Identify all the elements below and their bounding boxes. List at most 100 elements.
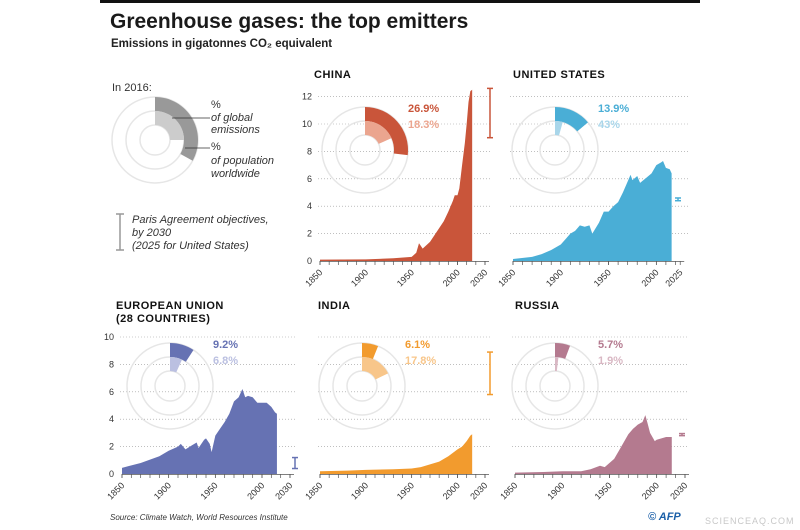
x-tick-label: 2000 bbox=[441, 267, 462, 288]
x-tick-label: 2000 bbox=[245, 480, 266, 501]
x-tick-label: 1900 bbox=[544, 267, 565, 288]
x-tick-label: 1850 bbox=[498, 480, 519, 501]
x-tick-label: 2000 bbox=[640, 480, 661, 501]
donut-ring bbox=[539, 134, 571, 166]
panel-title: RUSSIA bbox=[515, 300, 560, 312]
panel-india: INDIA 6.1% 17.8% 1850 1900 1950 2000 2030 bbox=[303, 300, 493, 502]
emissions-area bbox=[122, 389, 277, 474]
y-tick-label: 12 bbox=[302, 92, 312, 102]
emissions-pct-label: 9.2% bbox=[213, 339, 238, 351]
legend-emissions-pct: % bbox=[211, 99, 221, 111]
y-tick-label: 10 bbox=[104, 332, 114, 342]
population-pct-label: 43% bbox=[598, 119, 620, 131]
panels: CHINA 0 2 4 6 8 10 12 26.9% 18.3% 1850 1900 1950 2000… bbox=[104, 69, 689, 502]
population-wedge bbox=[555, 357, 559, 372]
x-tick-label: 2030 bbox=[273, 480, 294, 501]
population-wedge bbox=[555, 121, 563, 136]
page-title: Greenhouse gases: the top emitters bbox=[110, 10, 468, 33]
x-tick-label: 2000 bbox=[640, 267, 661, 288]
emissions-wedge bbox=[555, 343, 571, 359]
population-wedge bbox=[365, 121, 392, 144]
y-tick-label: 4 bbox=[109, 414, 114, 424]
panel-title: EUROPEAN UNION bbox=[116, 300, 224, 312]
population-wedge bbox=[170, 357, 183, 373]
donut-ring bbox=[154, 370, 186, 402]
panel-china: CHINA 0 2 4 6 8 10 12 26.9% 18.3% 1850 1900 1950 2000… bbox=[302, 69, 493, 289]
legend-population-pct: % bbox=[211, 141, 221, 153]
emissions-wedge bbox=[155, 97, 198, 161]
population-pct-label: 1.9% bbox=[598, 355, 623, 367]
x-tick-label: 2030 bbox=[468, 480, 489, 501]
legend-emissions-line2: emissions bbox=[211, 124, 260, 136]
y-tick-label: 10 bbox=[302, 119, 312, 129]
donut-ring bbox=[539, 370, 571, 402]
x-tick-label: 1950 bbox=[395, 480, 416, 501]
emissions-area bbox=[320, 89, 473, 261]
watermark: SCIENCEAQ.COM bbox=[705, 516, 795, 526]
x-tick-label: 1900 bbox=[545, 480, 566, 501]
panel-title: (28 COUNTRIES) bbox=[116, 313, 210, 325]
x-tick-label: 2025 bbox=[663, 267, 684, 288]
emissions-wedge bbox=[362, 343, 379, 360]
emissions-wedge bbox=[555, 107, 588, 132]
x-tick-label: 1900 bbox=[152, 480, 173, 501]
emissions-area bbox=[513, 160, 672, 261]
legend-emissions-line1: of global bbox=[211, 112, 253, 124]
source: Source: Climate Watch, World Resources I… bbox=[110, 513, 288, 522]
y-tick-label: 0 bbox=[307, 256, 312, 266]
panel-european-union: EUROPEAN UNION(28 COUNTRIES) 0 2 4 6 8 10 9.2% 6… bbox=[104, 300, 298, 502]
top-bar bbox=[100, 0, 700, 3]
x-tick-label: 2030 bbox=[468, 267, 489, 288]
population-pct-label: 6.8% bbox=[213, 355, 238, 367]
x-tick-label: 1950 bbox=[199, 480, 220, 501]
y-tick-label: 4 bbox=[307, 201, 312, 211]
y-tick-label: 8 bbox=[307, 146, 312, 156]
y-tick-label: 2 bbox=[109, 442, 114, 452]
x-tick-label: 1850 bbox=[496, 267, 517, 288]
legend-paris-line3: (2025 for United States) bbox=[132, 240, 249, 252]
x-tick-label: 1850 bbox=[303, 267, 324, 288]
x-tick-label: 1900 bbox=[349, 267, 370, 288]
emissions-wedge bbox=[170, 343, 194, 362]
donut-ring bbox=[139, 124, 171, 156]
panel-title: UNITED STATES bbox=[513, 69, 605, 81]
y-tick-label: 2 bbox=[307, 229, 312, 239]
subtitle: Emissions in gigatonnes CO₂ equivalent bbox=[111, 38, 332, 50]
panel-russia: RUSSIA 5.7% 1.9% 1850 1900 1950 2000 2030 bbox=[498, 300, 689, 502]
y-tick-label: 6 bbox=[307, 174, 312, 184]
emissions-pct-label: 6.1% bbox=[405, 339, 430, 351]
y-tick-label: 0 bbox=[109, 469, 114, 479]
x-tick-label: 1950 bbox=[592, 267, 613, 288]
legend: In 2016: % of global emissions % of popu… bbox=[111, 82, 274, 252]
panel-title: CHINA bbox=[314, 69, 351, 81]
emissions-area bbox=[515, 415, 672, 474]
x-tick-label: 1900 bbox=[349, 480, 370, 501]
population-wedge bbox=[362, 357, 389, 380]
x-tick-label: 1950 bbox=[593, 480, 614, 501]
panel-title: INDIA bbox=[318, 300, 350, 312]
x-tick-label: 1850 bbox=[303, 480, 324, 501]
legend-year: In 2016: bbox=[112, 82, 152, 94]
emissions-pct-label: 13.9% bbox=[598, 103, 629, 115]
population-wedge bbox=[155, 111, 184, 140]
donut-ring bbox=[346, 370, 378, 402]
x-tick-label: 2030 bbox=[668, 480, 689, 501]
x-tick-label: 1950 bbox=[395, 267, 416, 288]
legend-paris-marker bbox=[116, 213, 124, 251]
emissions-wedge bbox=[365, 107, 408, 156]
emissions-pct-label: 26.9% bbox=[408, 103, 439, 115]
credit: © AFP bbox=[648, 511, 681, 523]
emissions-area bbox=[320, 434, 473, 474]
legend-donut bbox=[111, 96, 199, 184]
legend-paris-line1: Paris Agreement objectives, bbox=[132, 214, 269, 226]
x-tick-label: 2000 bbox=[441, 480, 462, 501]
population-pct-label: 17.8% bbox=[405, 355, 436, 367]
emissions-pct-label: 5.7% bbox=[598, 339, 623, 351]
legend-population-line1: of population bbox=[211, 155, 274, 167]
donut-ring bbox=[349, 134, 381, 166]
panel-united-states: UNITED STATES 13.9% 43% 1850 1900 1950 2000 202… bbox=[496, 69, 688, 289]
y-tick-label: 6 bbox=[109, 387, 114, 397]
population-pct-label: 18.3% bbox=[408, 119, 439, 131]
legend-paris-line2: by 2030 bbox=[132, 227, 172, 239]
